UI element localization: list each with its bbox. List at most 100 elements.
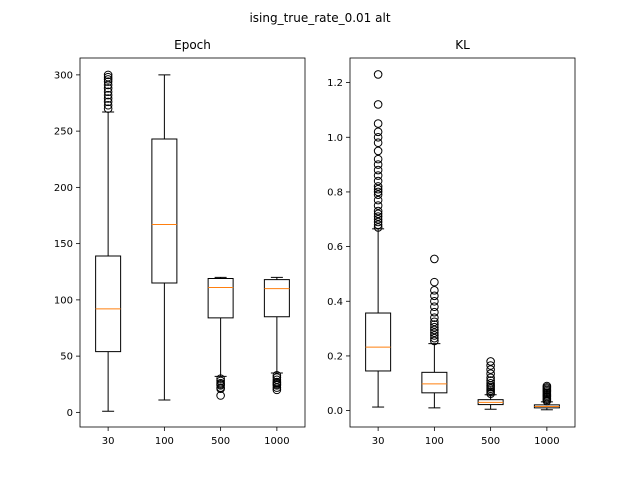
x-tick-label: 30 <box>102 436 115 447</box>
flier-point <box>216 384 225 394</box>
box-iqr <box>207 278 234 319</box>
flier-point <box>430 313 439 322</box>
flier-point <box>373 138 383 148</box>
flier-point <box>486 378 495 388</box>
flier-point <box>430 331 439 340</box>
flier-point <box>103 104 113 113</box>
box-1000 <box>263 276 290 395</box>
x-tick-label: 30 <box>372 436 385 447</box>
x-tick-label: 500 <box>211 436 230 447</box>
flier-point <box>103 100 113 110</box>
y-tick-label: 1.0 <box>327 133 343 144</box>
flier-point <box>542 381 552 391</box>
flier-point <box>103 75 113 84</box>
flier-point <box>103 87 113 97</box>
flier-point <box>430 336 439 346</box>
flier-point <box>430 320 439 329</box>
flier-point <box>103 97 113 107</box>
flier-point <box>373 160 383 169</box>
flier-point <box>373 146 383 156</box>
box-1000 <box>533 381 560 411</box>
axes-frame <box>79 57 306 428</box>
x-tick-label: 100 <box>155 436 174 447</box>
chart-panel-1: Epoch 0 50 100 150 200 250 300 30 100 500 1000 <box>54 38 306 447</box>
flier-point <box>103 77 113 86</box>
x-tick-label: 500 <box>481 436 500 447</box>
flier-point <box>373 190 383 199</box>
box-30 <box>95 70 122 412</box>
y-tick-label: 150 <box>54 239 73 250</box>
flier-point <box>430 322 439 332</box>
y-tick-label: 0.0 <box>327 406 343 417</box>
y-tick-label: 300 <box>54 70 73 81</box>
flier-point <box>373 154 383 164</box>
flier-point <box>486 357 495 366</box>
flier-point <box>373 187 383 197</box>
flier-point <box>103 72 113 82</box>
y-tick-label: 250 <box>54 127 73 138</box>
figure-title: ising_true_rate_0.01 alt <box>249 11 390 25</box>
flier-point <box>373 182 383 191</box>
flier-point <box>430 333 439 343</box>
flier-point <box>216 374 225 383</box>
flier-point <box>373 100 383 109</box>
flier-point <box>272 381 282 390</box>
flier-point <box>373 184 383 194</box>
flier-point <box>373 132 383 142</box>
y-tick-label: 0.6 <box>327 242 343 253</box>
axes-frame <box>349 57 576 428</box>
flier-point <box>430 254 439 264</box>
flier-point <box>430 317 439 327</box>
y-tick-label: 0 <box>67 408 73 419</box>
y-tick-label: 50 <box>60 352 73 363</box>
chart-panel-2: KL 0.0 0.2 0.4 0.6 0.8 1.0 1.2 30 100 500 1000 <box>327 38 576 447</box>
flier-point <box>486 376 495 385</box>
x-tick-label: 1000 <box>264 436 289 447</box>
y-tick-label: 0.8 <box>327 187 343 198</box>
flier-point <box>216 381 225 390</box>
box-iqr <box>421 371 448 394</box>
flier-point <box>430 286 439 295</box>
flier-point <box>373 171 383 180</box>
flier-point <box>486 365 495 374</box>
flier-point <box>373 195 383 205</box>
flier-point <box>272 383 282 392</box>
box-iqr <box>151 138 178 284</box>
subplot-title: KL <box>455 38 470 52</box>
flier-point <box>430 291 439 301</box>
flier-point <box>373 214 383 224</box>
flier-point <box>430 328 439 338</box>
flier-point <box>272 385 282 395</box>
flier-point <box>430 325 439 335</box>
subplot-title: Epoch <box>174 38 211 52</box>
flier-point <box>430 277 439 287</box>
flier-point <box>430 302 439 312</box>
flier-point <box>103 94 113 103</box>
y-tick-label: 1.2 <box>327 78 343 89</box>
flier-point <box>103 70 113 80</box>
flier-point <box>373 176 383 186</box>
flier-point <box>103 84 113 93</box>
flier-point <box>373 206 383 216</box>
flier-point <box>373 217 383 227</box>
flier-point <box>486 369 495 379</box>
x-tick-label: 1000 <box>534 436 559 447</box>
flier-point <box>373 119 383 128</box>
flier-point <box>373 70 383 79</box>
flier-point <box>103 90 113 100</box>
flier-point <box>486 361 495 370</box>
box-100 <box>421 254 448 409</box>
flier-point <box>373 223 383 232</box>
box-iqr <box>365 312 392 372</box>
flier-point <box>373 165 383 175</box>
flier-point <box>430 307 439 317</box>
box-30 <box>365 70 392 408</box>
x-tick-label: 100 <box>425 436 444 447</box>
box-100 <box>151 74 178 401</box>
y-tick-label: 200 <box>54 183 73 194</box>
flier-point <box>486 373 495 383</box>
y-tick-label: 0.4 <box>327 297 343 308</box>
box-iqr <box>263 279 290 318</box>
box-iqr <box>95 255 122 353</box>
